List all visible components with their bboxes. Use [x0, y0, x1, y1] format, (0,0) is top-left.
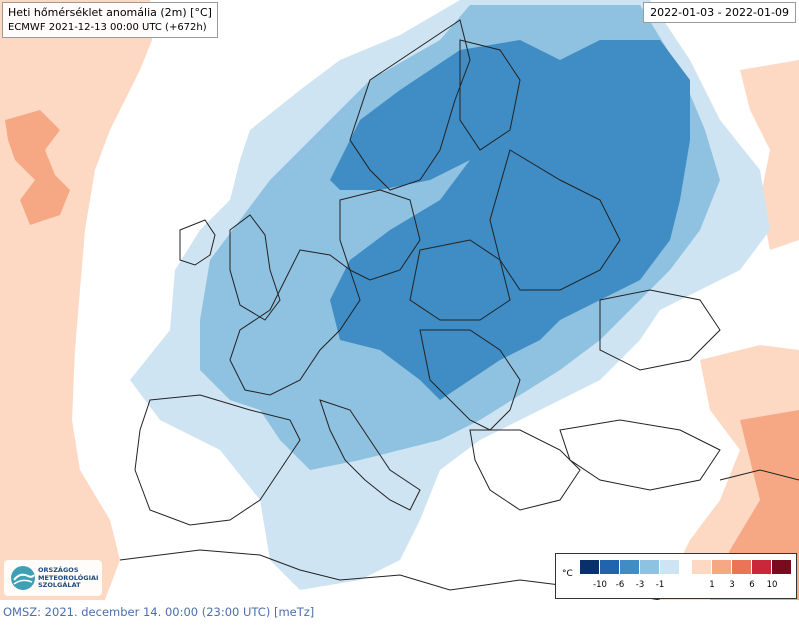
- legend-label-cold: -3: [635, 580, 645, 590]
- legend-swatch-cold-2: [600, 560, 619, 574]
- omsz-logo-icon: [11, 566, 35, 590]
- legend-swatch-cold-4: [640, 560, 659, 574]
- logo-line-2: METEOROLÓGIAI: [38, 573, 99, 582]
- map-title: Heti hőmérséklet anomália (2m) [°C]: [8, 6, 212, 19]
- legend-label-warm: 1: [709, 580, 715, 590]
- omsz-logo: ORSZÁGOS METEOROLÓGIAI SZOLGÁLAT: [4, 560, 102, 596]
- date-range: 2022-01-03 - 2022-01-09: [643, 2, 796, 23]
- legend-label-warm: 6: [749, 580, 755, 590]
- legend-label-cold: -6: [615, 580, 625, 590]
- warm-anomaly-east-core: [710, 410, 799, 600]
- legend-swatch-warm-2: [712, 560, 731, 574]
- model-run-label: ECMWF 2021-12-13 00:00 UTC (+672h): [8, 22, 207, 33]
- color-legend: °C -10 -6 -3 -1 1 3 6 10: [555, 553, 797, 599]
- legend-label-cold: -10: [593, 580, 607, 590]
- warm-anomaly-atlantic-core: [5, 110, 70, 225]
- legend-label-warm: 3: [729, 580, 735, 590]
- map-title-box: Heti hőmérséklet anomália (2m) [°C] ECMW…: [2, 2, 218, 38]
- legend-swatch-warm-3: [732, 560, 751, 574]
- legend-swatch-cold-5: [660, 560, 679, 574]
- legend-unit: °C: [562, 569, 573, 579]
- legend-label-cold: -1: [655, 580, 665, 590]
- legend-swatch-warm-4: [752, 560, 771, 574]
- omsz-logo-text: ORSZÁGOS METEOROLÓGIAI SZOLGÁLAT: [38, 566, 99, 590]
- legend-label-warm: 10: [766, 580, 778, 590]
- warm-anomaly-atlantic: [0, 0, 152, 600]
- legend-swatch-warm-5: [772, 560, 791, 574]
- legend-swatch-cold-1: [580, 560, 599, 574]
- legend-swatch-cold-3: [620, 560, 639, 574]
- logo-line-3: SZOLGÁLAT: [38, 581, 81, 589]
- logo-line-1: ORSZÁGOS: [38, 566, 79, 574]
- legend-swatch-warm-1: [692, 560, 711, 574]
- footer-text: OMSZ: 2021. december 14. 00:00 (23:00 UT…: [3, 605, 315, 619]
- cold-anomaly-mid: [330, 40, 690, 400]
- map-frame: Heti hőmérséklet anomália (2m) [°C] ECMW…: [0, 0, 799, 600]
- warm-anomaly-northeast: [740, 60, 799, 250]
- anomaly-map: [0, 0, 799, 600]
